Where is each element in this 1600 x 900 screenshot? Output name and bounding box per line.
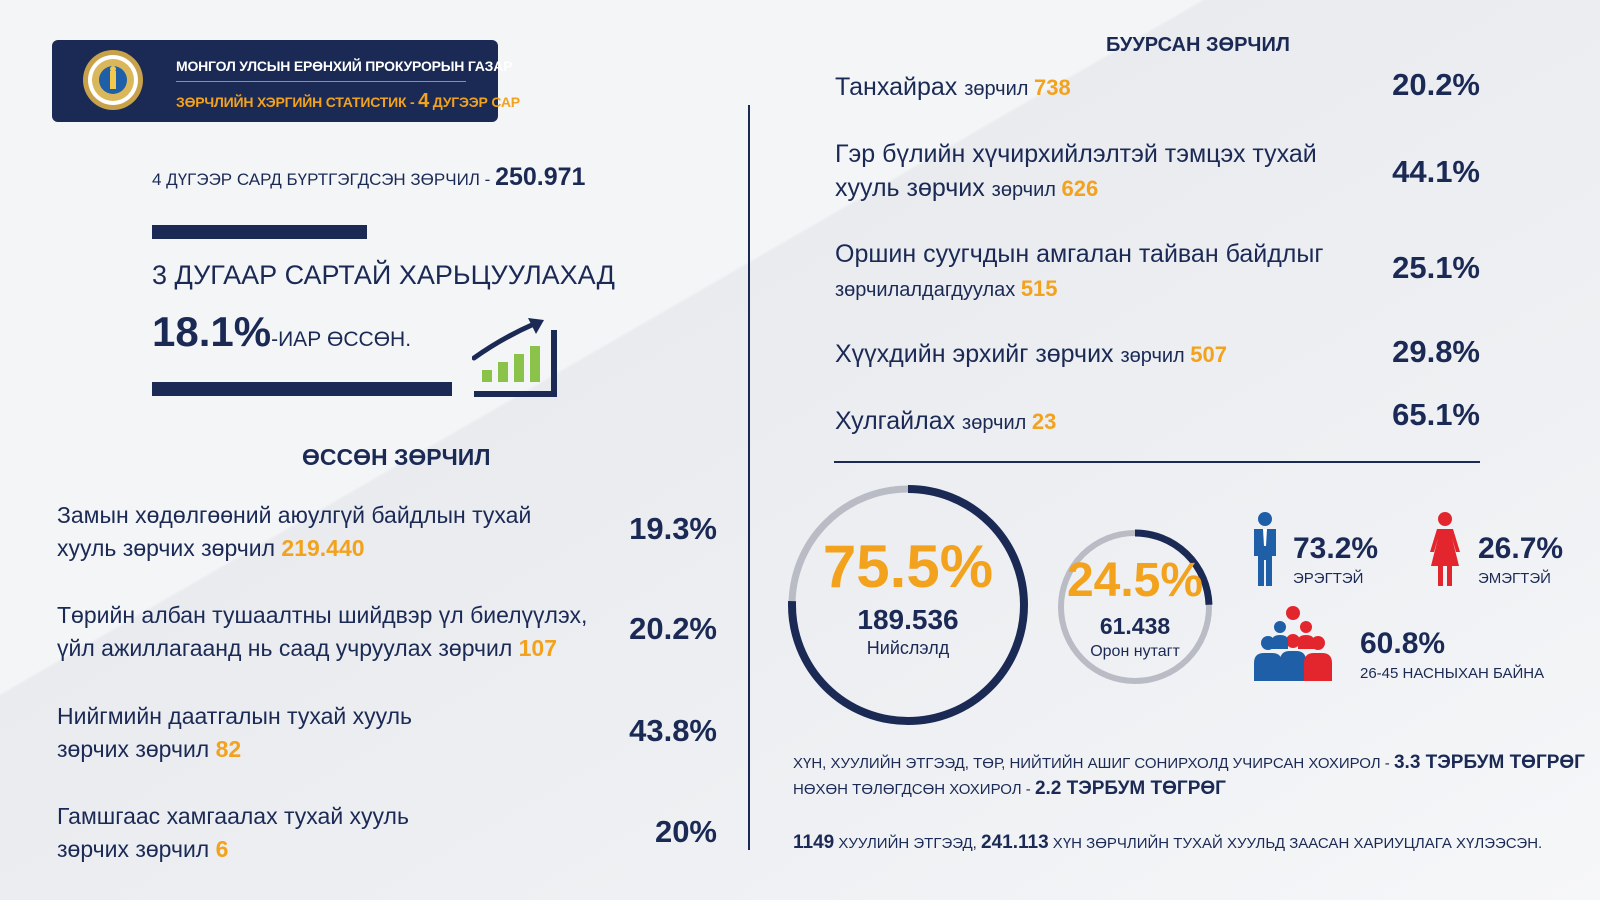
item-count: 23 xyxy=(1031,409,1057,434)
rural-ring-chart xyxy=(1057,529,1213,685)
registered-label: 4 ДҮГЭЭР САРД БҮРТГЭГДСЭН ЗӨРЧИЛ - xyxy=(152,170,496,189)
registered-value: 250.971 xyxy=(495,163,586,191)
subtitle-prefix: ЗӨРЧЛИЙН ХЭРГИЙН СТАТИСТИК - xyxy=(176,94,419,110)
rural-value: 61.438 xyxy=(1099,613,1171,639)
decreased-item-domestic-percent: 44.1% xyxy=(1392,154,1480,189)
item-line1: Оршин суугчдын амгалан тайван байдлыг xyxy=(835,240,1324,268)
header-divider xyxy=(176,81,466,82)
item-count: 507 xyxy=(1190,342,1227,367)
item-line2: үйл ажиллагаанд нь саад учруулах зөрчил … xyxy=(57,635,558,661)
item-count: 6 xyxy=(215,836,229,862)
increased-section-title: ӨССӨН ЗӨРЧИЛ xyxy=(302,444,491,470)
item-count: 219.440 xyxy=(281,535,365,561)
accent-bar-bottom xyxy=(152,382,452,396)
increased-item-traffic-percent: 19.3% xyxy=(629,511,717,546)
male-label: ЭРЭГТЭЙ xyxy=(1293,570,1364,587)
liability-line: 1149 ХУУЛИЙН ЭТГЭЭД, 241.113 ХҮН ЗӨРЧЛИЙ… xyxy=(793,832,1543,853)
item-line2: зөрчилалдагдуулах 515 xyxy=(835,276,1058,301)
increased-item-insurance-percent: 43.8% xyxy=(629,713,717,748)
item-count: 82 xyxy=(215,736,242,762)
age-label: 26-45 НАСНЫХАН БАЙНА xyxy=(1360,665,1545,682)
increased-item-disaster: Гамшгаас хамгаалах тухай хууль зөрчих зө… xyxy=(57,800,617,866)
age-percent: 60.8% xyxy=(1360,627,1446,660)
damage-line: ХҮН, ХУУЛИЙН ЭТГЭЭД, ТӨР, НИЙТИЙН АШИГ С… xyxy=(793,752,1585,774)
decreased-item-hooligan: Танхайрах зөрчил 738 xyxy=(835,73,1071,101)
item-line2: зөрчих зөрчил 6 xyxy=(57,836,229,862)
capital-value: 189.536 xyxy=(857,604,959,635)
item-line1: Төрийн албан тушаалтны шийдвэр үл биелүү… xyxy=(57,602,588,628)
decreased-item-hooligan-percent: 20.2% xyxy=(1392,67,1480,102)
header-subtitle: ЗӨРЧЛИЙН ХЭРГИЙН СТАТИСТИК - 4 ДУГЭЭР СА… xyxy=(176,90,520,113)
emblem-icon xyxy=(83,50,143,110)
decreased-section-title: БУУРСАН ЗӨРЧИЛ xyxy=(1106,34,1290,56)
compensation-line: НӨХӨН ТӨЛӨГДСӨН ХОХИРОЛ - 2.2 ТЭРБУМ ТӨГ… xyxy=(793,778,1226,800)
section-divider xyxy=(834,461,1480,463)
damage-value: 3.3 ТЭРБУМ ТӨГРӨГ xyxy=(1393,752,1585,773)
decreased-item-peace: Оршин суугчдын амгалан тайван байдлыг зө… xyxy=(835,237,1355,307)
item-line1: Нийгмийн даатгалын тухай хууль xyxy=(57,703,413,729)
rural-percent: 24.5% xyxy=(1066,554,1204,607)
comparison-heading: 3 ДУГААР САРТАЙ ХАРЬЦУУЛАХАД xyxy=(152,260,615,290)
growth-chart-icon xyxy=(472,318,557,397)
decreased-item-theft: Хулгайлах зөрчил 23 xyxy=(835,407,1057,435)
male-icon xyxy=(1254,512,1276,586)
rural-ring-arc xyxy=(1057,529,1213,685)
item-line2: хууль зөрчих зөрчил 626 xyxy=(835,174,1099,202)
decreased-item-child-percent: 29.8% xyxy=(1392,334,1480,369)
capital-percent: 75.5% xyxy=(822,533,994,600)
header-banner: МОНГОЛ УЛСЫН ЕРӨНХИЙ ПРОКУРОРЫН ГАЗАР ЗӨ… xyxy=(52,40,520,122)
damage-label: ХҮН, ХУУЛИЙН ЭТГЭЭД, ТӨР, НИЙТИЙН АШИГ С… xyxy=(793,755,1394,772)
accent-bar-top xyxy=(152,225,367,239)
capital-label: Нийслэлд xyxy=(866,638,950,658)
decreased-item-child: Хүүхдийн эрхийг зөрчих зөрчил 507 xyxy=(835,340,1227,368)
capital-ring-chart xyxy=(788,485,1028,725)
entities-count: 1149 xyxy=(793,832,835,853)
increased-item-disaster-percent: 20% xyxy=(654,814,717,849)
female-icon xyxy=(1430,512,1460,586)
item-count: 515 xyxy=(1020,276,1058,301)
compensation-label: НӨХӨН ТӨЛӨГДСӨН ХОХИРОЛ - xyxy=(793,781,1035,798)
male-percent: 73.2% xyxy=(1293,532,1379,565)
decreased-item-peace-percent: 25.1% xyxy=(1392,250,1480,285)
item-count: 626 xyxy=(1061,176,1099,201)
growth-percent: 18.1% xyxy=(152,308,272,355)
item-line1: Гамшгаас хамгаалах тухай хууль xyxy=(57,803,409,829)
rural-label: Орон нутагт xyxy=(1090,643,1180,660)
registered-total: 4 ДҮГЭЭР САРД БҮРТГЭГДСЭН ЗӨРЧИЛ - 250.9… xyxy=(152,163,585,192)
item-line2: хууль зөрчих зөрчил 219.440 xyxy=(57,535,365,561)
item-count: 738 xyxy=(1034,75,1071,100)
compensation-value: 2.2 ТЭРБУМ ТӨГРӨГ xyxy=(1034,778,1226,799)
item-count: 107 xyxy=(518,635,558,661)
item-line2: зөрчих зөрчил 82 xyxy=(57,736,242,762)
organization-title: МОНГОЛ УЛСЫН ЕРӨНХИЙ ПРОКУРОРЫН ГАЗАР xyxy=(176,58,513,74)
female-label: ЭМЭГТЭЙ xyxy=(1478,570,1551,587)
capital-ring-arc xyxy=(788,485,1028,725)
increased-item-insurance: Нийгмийн даатгалын тухай хууль зөрчих зө… xyxy=(57,700,617,766)
item-line1: Замын хөдөлгөөний аюулгүй байдлын тухай xyxy=(57,502,532,528)
decreased-item-theft-percent: 65.1% xyxy=(1392,397,1480,432)
subtitle-suffix: ДУГЭЭР САР xyxy=(429,94,520,110)
column-divider xyxy=(748,105,750,850)
subtitle-month: 4 xyxy=(418,90,430,112)
comparison-result: 18.1%-ИАР ӨССӨН. xyxy=(152,308,411,356)
increased-item-official: Төрийн албан тушаалтны шийдвэр үл биелүү… xyxy=(57,599,657,665)
age-group-icon xyxy=(1254,606,1332,681)
decreased-item-domestic: Гэр бүлийн хүчирхийлэлтэй тэмцэх тухай х… xyxy=(835,137,1355,207)
increased-item-official-percent: 20.2% xyxy=(629,611,717,646)
increased-item-traffic: Замын хөдөлгөөний аюулгүй байдлын тухай … xyxy=(57,499,617,565)
persons-count: 241.113 xyxy=(981,832,1049,853)
item-line1: Гэр бүлийн хүчирхийлэлтэй тэмцэх тухай xyxy=(835,140,1317,168)
growth-suffix: -ИАР ӨССӨН. xyxy=(271,328,412,351)
female-percent: 26.7% xyxy=(1478,532,1564,565)
